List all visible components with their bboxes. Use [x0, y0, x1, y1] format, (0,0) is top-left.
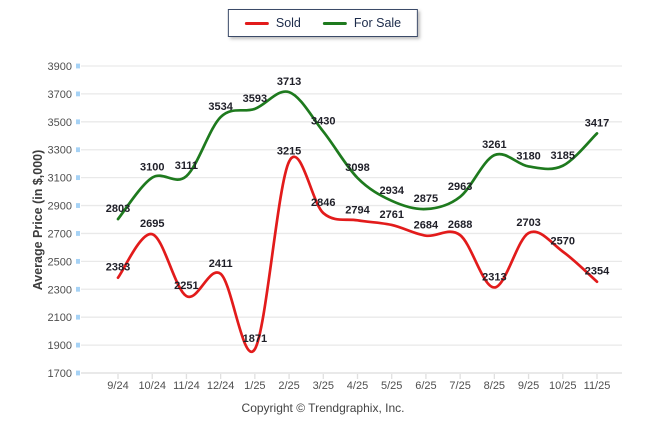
y-axis-label: 3900	[48, 61, 72, 73]
x-axis-label: 9/24	[107, 380, 128, 392]
x-axis-label: 9/25	[518, 380, 539, 392]
x-axis-label: 5/25	[381, 380, 402, 392]
y-axis-tick	[76, 258, 80, 264]
legend-item-sold: Sold	[244, 15, 301, 30]
data-label: 2803	[106, 203, 130, 215]
y-axis-tick	[76, 147, 80, 153]
y-axis-tick	[76, 203, 80, 208]
y-axis-title: Average Price (in $,000)	[31, 149, 45, 291]
data-label: 2934	[379, 185, 404, 197]
y-axis-tick	[76, 63, 80, 69]
data-label: 2963	[448, 181, 472, 193]
x-axis-label: 1/25	[244, 380, 265, 392]
legend-label: For Sale	[353, 15, 402, 30]
data-label: 3185	[551, 150, 575, 162]
x-axis-label: 8/25	[484, 380, 505, 392]
legend-label: Sold	[275, 15, 301, 30]
x-axis-label: 4/25	[347, 380, 368, 392]
data-label: 2875	[414, 193, 438, 205]
data-label: 2313	[482, 271, 506, 283]
data-label: 2761	[379, 209, 403, 221]
x-axis-label: 3/25	[313, 380, 334, 392]
y-axis-tick	[76, 231, 80, 236]
y-axis-tick	[76, 342, 80, 348]
x-axis-label: 10/25	[549, 380, 577, 392]
x-axis-label: 6/25	[415, 380, 436, 392]
x-axis-label: 11/25	[584, 380, 611, 392]
y-axis-tick	[76, 119, 80, 125]
y-axis-label: 1900	[48, 340, 72, 352]
data-label: 2354	[585, 266, 610, 278]
data-label: 2684	[414, 220, 439, 232]
data-label: 3593	[243, 93, 267, 105]
x-axis-label: 11/24	[173, 380, 200, 392]
y-axis-label: 3100	[48, 173, 72, 185]
data-label: 2703	[516, 217, 540, 229]
data-label: 3098	[345, 162, 369, 174]
data-label: 3100	[140, 162, 164, 174]
data-label: 3180	[516, 150, 540, 162]
y-axis-label: 2900	[48, 201, 72, 213]
data-label: 3430	[311, 116, 335, 128]
x-axis-label: 7/25	[449, 380, 470, 392]
copyright-text: Copyright © Trendgraphix, Inc.	[241, 401, 405, 415]
data-label: 3534	[208, 101, 233, 113]
legend-line-swatch	[244, 21, 269, 25]
x-axis-label: 10/24	[138, 380, 166, 392]
data-label: 2251	[174, 280, 198, 292]
y-axis-label: 1700	[48, 368, 72, 380]
data-label: 2570	[551, 236, 575, 248]
y-axis-tick	[76, 175, 80, 181]
data-label: 3713	[277, 76, 301, 88]
y-axis-label: 2700	[48, 228, 72, 240]
data-label: 2411	[209, 258, 233, 270]
y-axis-tick	[76, 286, 80, 292]
data-label: 3261	[482, 139, 506, 151]
y-axis-label: 3300	[48, 145, 72, 157]
y-axis-tick	[76, 314, 80, 320]
y-axis-label: 2300	[48, 284, 72, 296]
y-axis-label: 3500	[48, 117, 72, 129]
y-axis-tick	[76, 370, 80, 376]
legend-line-swatch	[322, 21, 347, 25]
y-axis-tick	[76, 91, 80, 97]
data-label: 2794	[345, 204, 370, 216]
y-axis-label: 2100	[48, 312, 72, 324]
y-axis-label: 3700	[48, 89, 72, 101]
data-label: 2695	[140, 218, 164, 230]
x-axis-label: 12/24	[207, 380, 235, 392]
y-axis-label: 2500	[48, 256, 72, 268]
data-label: 3111	[175, 160, 198, 172]
data-label: 1871	[243, 333, 267, 345]
series-line-sold	[116, 155, 599, 354]
data-label: 2688	[448, 219, 472, 231]
legend-item-for-sale: For Sale	[322, 15, 402, 30]
chart-legend: Sold For Sale	[227, 9, 419, 37]
data-label: 2383	[106, 262, 130, 274]
x-axis-label: 2/25	[278, 380, 299, 392]
series-line-for-sale	[116, 90, 599, 221]
data-label: 3215	[277, 146, 301, 158]
data-label: 3417	[585, 117, 609, 129]
data-label: 2846	[311, 197, 335, 209]
